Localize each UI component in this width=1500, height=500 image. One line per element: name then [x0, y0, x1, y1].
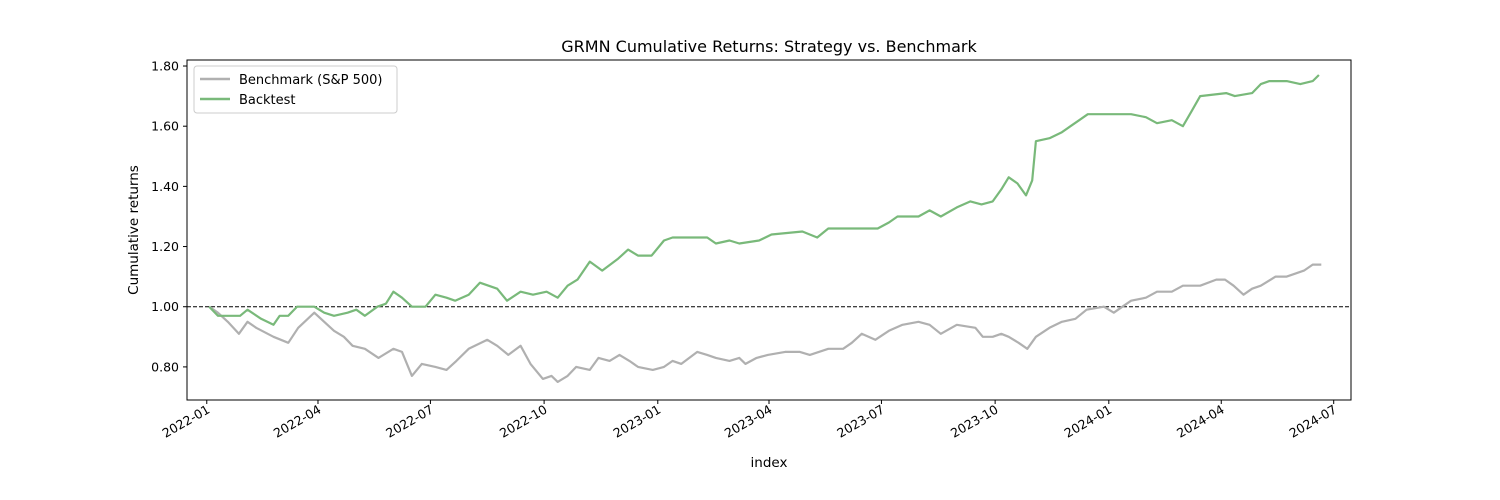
legend-label-backtest: Backtest — [239, 93, 296, 108]
x-tick-label: 2023-04 — [722, 402, 775, 441]
series-group — [208, 74, 1322, 383]
y-tick-label: 1.80 — [151, 59, 179, 74]
x-tick-label: 2022-10 — [497, 402, 550, 441]
y-axis: 0.80 1.00 1.20 1.40 1.60 1.80 — [151, 59, 187, 374]
x-tick-label: 2024-04 — [1174, 402, 1227, 441]
series-line-benchmark — [208, 263, 1322, 383]
legend-label-benchmark: Benchmark (S&P 500) — [239, 73, 383, 88]
x-axis-title: index — [751, 455, 788, 471]
legend-box — [193, 65, 398, 114]
y-tick-label: 1.20 — [151, 239, 179, 254]
x-axis: 2022-01 2022-04 2022-07 2022-10 2023-01 2023-… — [160, 400, 1339, 441]
y-tick-label: 1.00 — [151, 299, 179, 314]
series-line-backtest — [208, 74, 1320, 326]
x-tick-label: 2023-07 — [834, 402, 887, 441]
chart-title: GRMN Cumulative Returns: Strategy vs. Be… — [561, 37, 977, 56]
x-tick-label: 2022-01 — [160, 402, 213, 441]
x-tick-label: 2024-07 — [1286, 402, 1339, 441]
y-tick-label: 0.80 — [151, 359, 179, 374]
plot-frame — [186, 59, 1352, 401]
y-tick-label: 1.40 — [151, 179, 179, 194]
x-tick-label: 2023-10 — [948, 402, 1001, 441]
x-tick-label: 2024-01 — [1062, 402, 1115, 441]
legend: Benchmark (S&P 500) Backtest — [193, 65, 398, 114]
x-tick-label: 2022-07 — [383, 402, 436, 441]
y-axis-title: Cumulative returns — [126, 165, 142, 295]
x-tick-label: 2022-04 — [271, 402, 324, 441]
x-tick-label: 2023-01 — [611, 402, 664, 441]
y-tick-label: 1.60 — [151, 119, 179, 134]
